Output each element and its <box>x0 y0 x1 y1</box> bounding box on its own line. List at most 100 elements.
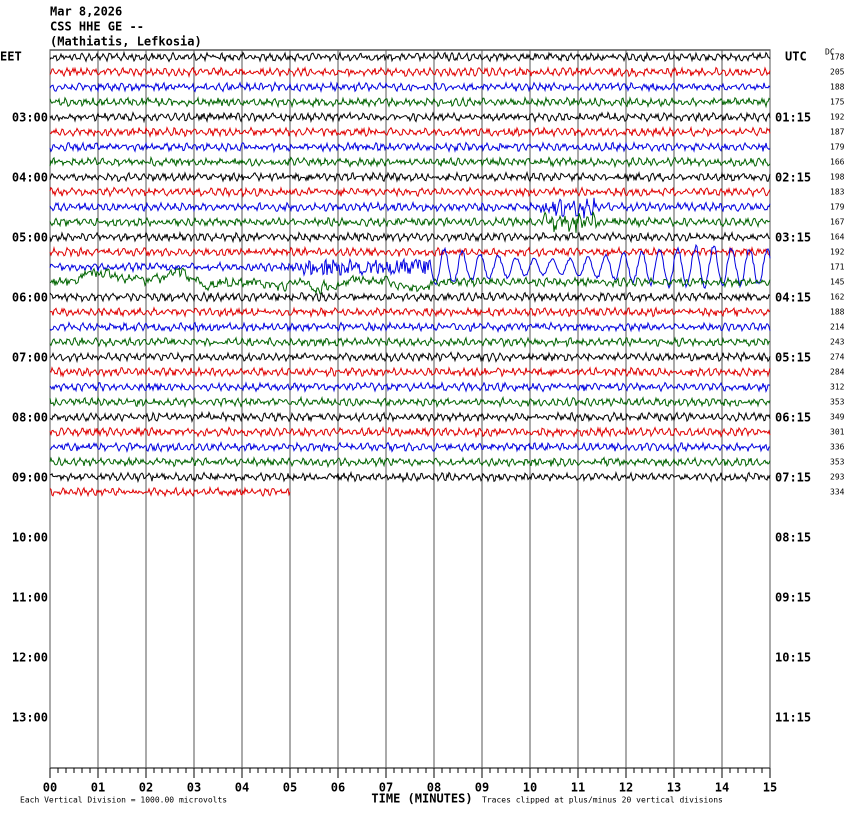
trace <box>49 211 771 233</box>
left-time: 04:00 <box>12 171 48 185</box>
right-time: 03:15 <box>775 231 811 245</box>
dc-value: 349 <box>830 413 845 422</box>
left-time: 05:00 <box>12 231 48 245</box>
title-line: CSS HHE GE -- <box>50 20 144 34</box>
right-time: 02:15 <box>775 171 811 185</box>
x-tick-label: 07 <box>379 781 393 795</box>
trace <box>49 321 771 333</box>
left-time: 12:00 <box>12 651 48 665</box>
x-tick-label: 04 <box>235 781 249 795</box>
dc-value: 171 <box>830 263 845 272</box>
right-zone: UTC <box>785 50 807 64</box>
dc-label: DC <box>825 48 835 57</box>
x-tick-label: 05 <box>283 781 297 795</box>
dc-value: 312 <box>830 383 845 392</box>
dc-value: 187 <box>830 128 845 137</box>
trace <box>49 111 771 124</box>
trace <box>49 80 771 94</box>
dc-value: 293 <box>830 473 845 482</box>
dc-value: 274 <box>830 353 845 362</box>
dc-value: 188 <box>830 83 845 92</box>
right-time: 11:15 <box>775 711 811 725</box>
x-tick-label: 02 <box>139 781 153 795</box>
dc-value: 179 <box>830 203 845 212</box>
trace <box>49 485 291 498</box>
trace <box>49 291 771 303</box>
trace <box>49 441 771 454</box>
left-zone: EET <box>0 50 22 64</box>
dc-value: 192 <box>830 248 845 257</box>
trace <box>49 336 771 349</box>
title-line: Mar 8,2026 <box>50 5 122 19</box>
right-time: 07:15 <box>775 471 811 485</box>
dc-value: 192 <box>830 113 845 122</box>
trace <box>49 267 771 295</box>
x-tick-label: 15 <box>763 781 777 795</box>
trace <box>49 125 771 139</box>
dc-value: 167 <box>830 218 845 227</box>
dc-value: 198 <box>830 173 845 182</box>
trace <box>49 230 771 244</box>
trace <box>49 395 771 409</box>
left-time: 09:00 <box>12 471 48 485</box>
trace <box>49 410 771 424</box>
x-tick-label: 06 <box>331 781 345 795</box>
trace <box>49 470 771 484</box>
trace <box>49 366 771 378</box>
scale-note: Each Vertical Division = 1000.00 microvo… <box>20 796 227 805</box>
trace <box>49 197 771 219</box>
x-tick-label: 09 <box>475 781 489 795</box>
dc-value: 353 <box>830 458 845 467</box>
dc-value: 179 <box>830 143 845 152</box>
trace <box>49 351 771 364</box>
trace <box>49 186 771 198</box>
trace <box>49 381 771 393</box>
dc-value: 188 <box>830 308 845 317</box>
dc-value: 162 <box>830 293 845 302</box>
trace <box>49 66 771 79</box>
dc-value: 164 <box>830 233 845 242</box>
x-axis-label: TIME (MINUTES) <box>371 792 472 806</box>
clip-note: Traces clipped at plus/minus 20 vertical… <box>482 796 723 805</box>
dc-value: 336 <box>830 443 845 452</box>
x-tick-label: 14 <box>715 781 729 795</box>
dc-value: 353 <box>830 398 845 407</box>
left-time: 08:00 <box>12 411 48 425</box>
dc-value: 243 <box>830 338 845 347</box>
right-time: 01:15 <box>775 111 811 125</box>
x-tick-label: 13 <box>667 781 681 795</box>
dc-value: 334 <box>830 488 845 497</box>
left-time: 06:00 <box>12 291 48 305</box>
trace <box>49 170 771 183</box>
trace <box>49 243 771 290</box>
left-time: 07:00 <box>12 351 48 365</box>
left-time: 11:00 <box>12 591 48 605</box>
right-time: 04:15 <box>775 291 811 305</box>
dc-value: 175 <box>830 98 845 107</box>
dc-value: 166 <box>830 158 845 167</box>
right-time: 06:15 <box>775 411 811 425</box>
trace <box>49 456 771 469</box>
trace <box>49 426 771 439</box>
trace <box>49 140 771 154</box>
right-time: 10:15 <box>775 651 811 665</box>
trace <box>49 155 771 169</box>
left-time: 03:00 <box>12 111 48 125</box>
x-tick-label: 03 <box>187 781 201 795</box>
trace <box>49 245 771 258</box>
right-time: 09:15 <box>775 591 811 605</box>
x-tick-label: 10 <box>523 781 537 795</box>
left-time: 13:00 <box>12 711 48 725</box>
dc-value: 214 <box>830 323 845 332</box>
x-tick-label: 11 <box>571 781 585 795</box>
x-tick-label: 12 <box>619 781 633 795</box>
dc-value: 183 <box>830 188 845 197</box>
dc-value: 178 <box>830 53 845 62</box>
right-time: 05:15 <box>775 351 811 365</box>
trace <box>49 95 771 109</box>
dc-value: 301 <box>830 428 845 437</box>
x-tick-label: 00 <box>43 781 57 795</box>
x-tick-label: 01 <box>91 781 105 795</box>
dc-value: 284 <box>830 368 845 377</box>
